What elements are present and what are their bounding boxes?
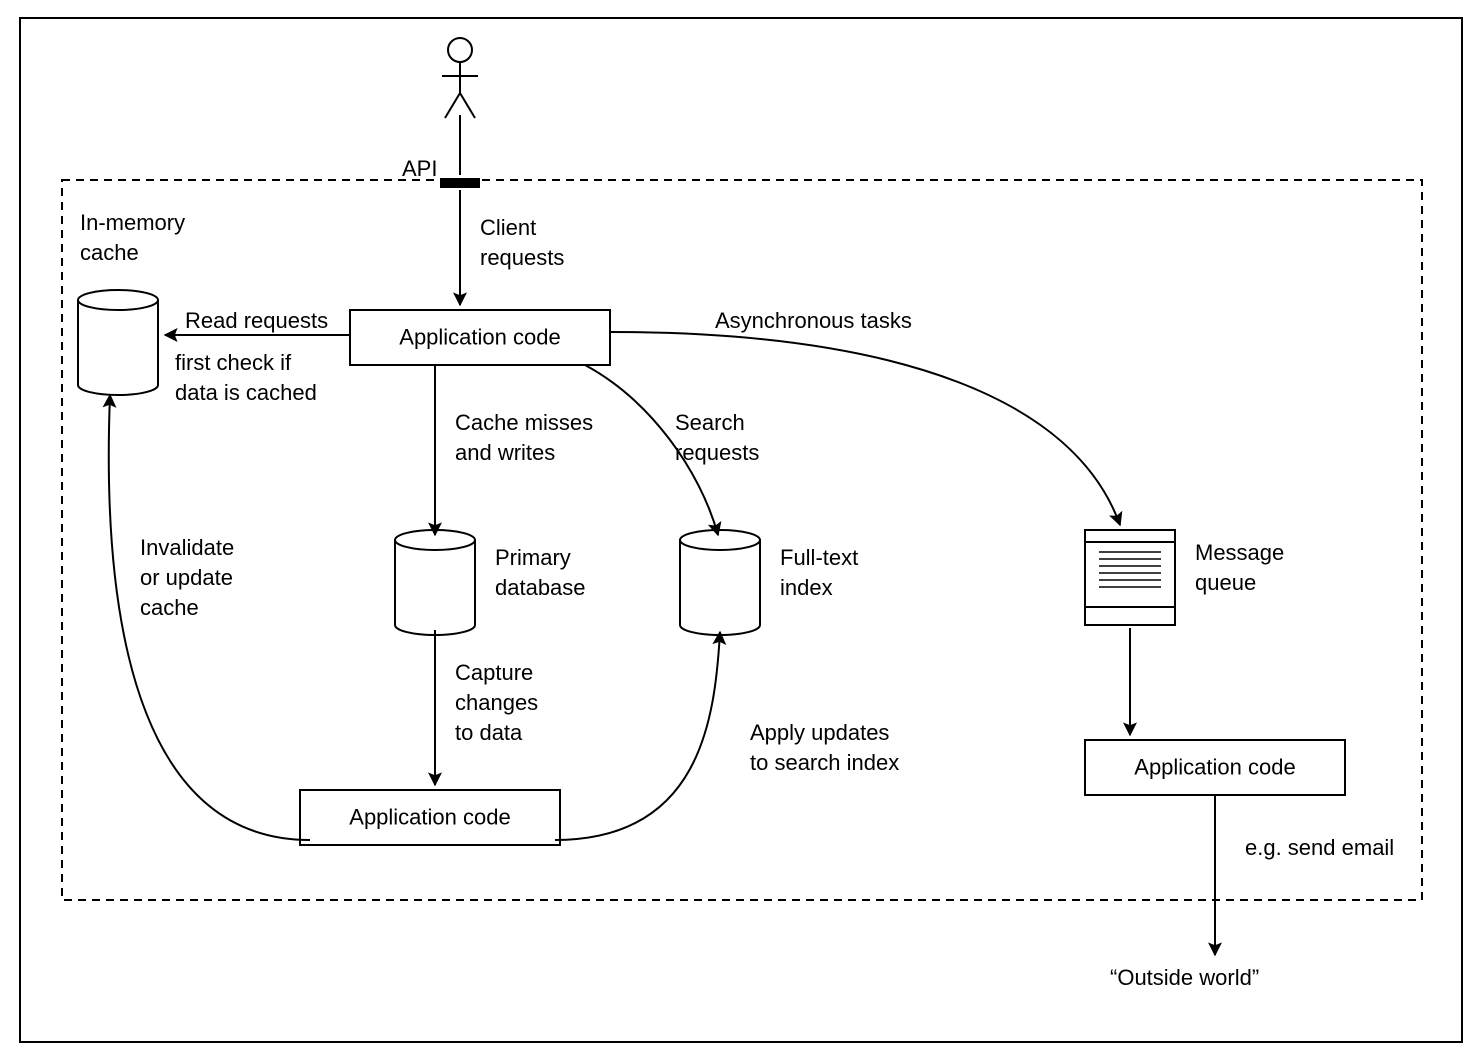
primary-db-label-2: database xyxy=(495,575,586,600)
api-label: API xyxy=(402,156,437,181)
mq-label-1: Message xyxy=(1195,540,1284,565)
application-code-top-label: Application code xyxy=(399,325,560,350)
ft-index-label-1: Full-text xyxy=(780,545,858,570)
mq-label-2: queue xyxy=(1195,570,1256,595)
edge-app_to_cache-sub-1: first check if xyxy=(175,350,292,375)
ft-index-label-2: index xyxy=(780,575,833,600)
actor-icon xyxy=(442,38,478,118)
edge-app_to_db-label-2: and writes xyxy=(455,440,555,465)
message-queue xyxy=(1085,530,1175,625)
edge-appB_to_cache-label-3: cache xyxy=(140,595,199,620)
in-memory-cache xyxy=(78,290,158,395)
api-bar xyxy=(440,178,480,188)
edge-api_to_app-label-1: Client xyxy=(480,215,536,240)
full-text-index xyxy=(680,530,760,635)
edge-app_to_cache-sub-2: data is cached xyxy=(175,380,317,405)
edge-db_to_appB-label-2: changes xyxy=(455,690,538,715)
outer-frame xyxy=(20,18,1462,1042)
edge-db_to_appB-label-1: Capture xyxy=(455,660,533,685)
edge-app_to_ft-label-2: requests xyxy=(675,440,759,465)
primary-database xyxy=(395,530,475,635)
edge-appB_to_cache-label-2: or update xyxy=(140,565,233,590)
cache-label-1: In-memory xyxy=(80,210,185,235)
edge-api_to_app-label-2: requests xyxy=(480,245,564,270)
primary-db-label-1: Primary xyxy=(495,545,571,570)
edge-db_to_appB-label-3: to data xyxy=(455,720,523,745)
application-code-bottom-label: Application code xyxy=(349,805,510,830)
cache-label-2: cache xyxy=(80,240,139,265)
edge-app_to_cache-label-1: Read requests xyxy=(185,308,328,333)
edge-appB_to_ft-label-1: Apply updates xyxy=(750,720,889,745)
edge-app_to_mq-label-1: Asynchronous tasks xyxy=(715,308,912,333)
edge-app_to_ft-label-1: Search xyxy=(675,410,745,435)
edge-appB_to_cache-label-1: Invalidate xyxy=(140,535,234,560)
edge-app_to_db-label-1: Cache misses xyxy=(455,410,593,435)
application-code-mq-label: Application code xyxy=(1134,755,1295,780)
edge-appB_to_ft-label-2: to search index xyxy=(750,750,899,775)
edge-appB_to_ft xyxy=(555,632,720,840)
edge-appB_to_cache xyxy=(109,395,310,840)
outside-world-label: “Outside world” xyxy=(1110,965,1259,990)
edge-appMQ_to_outside-label-1: e.g. send email xyxy=(1245,835,1394,860)
